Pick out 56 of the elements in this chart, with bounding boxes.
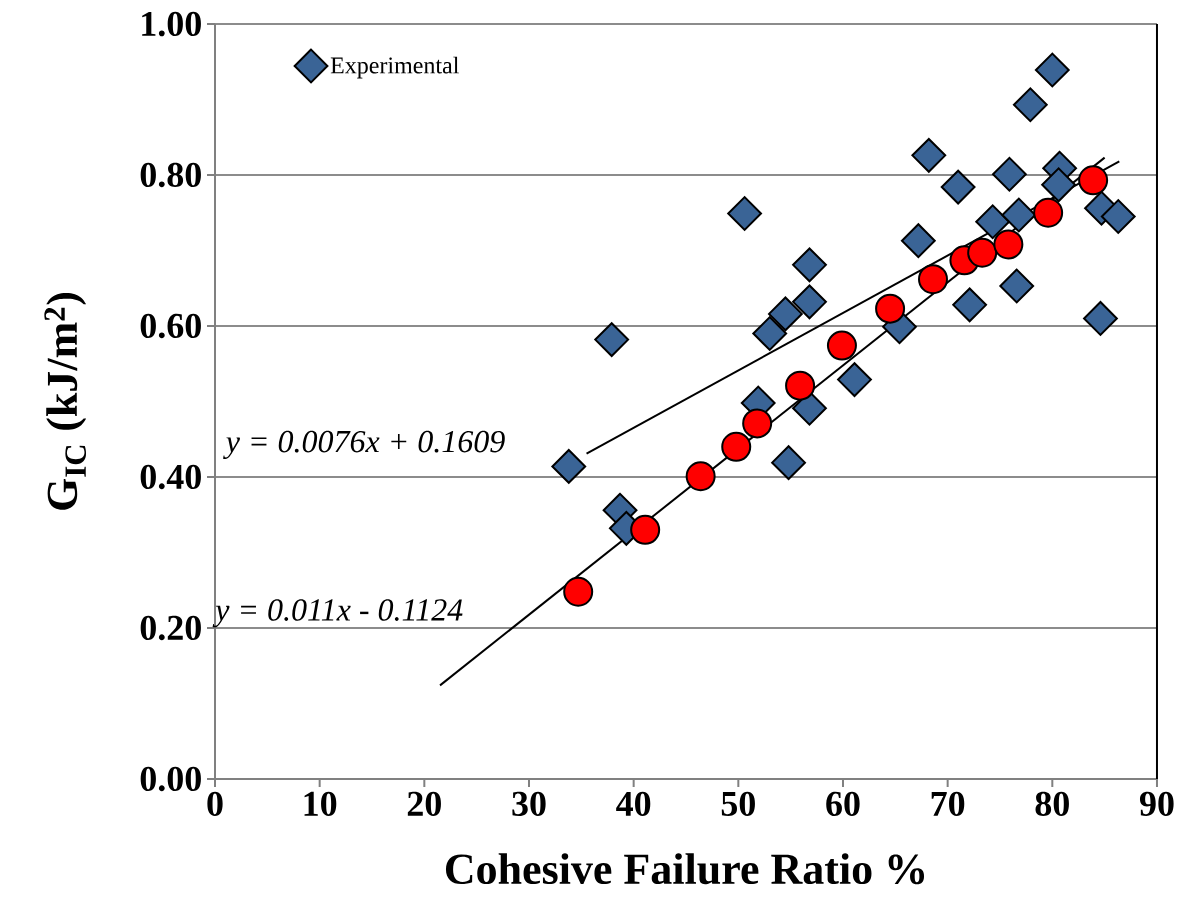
point [911, 137, 947, 173]
point [768, 296, 803, 332]
point [952, 287, 988, 323]
point [721, 431, 752, 462]
point [999, 268, 1035, 304]
point [551, 449, 587, 484]
point [1034, 52, 1070, 88]
point [771, 445, 806, 481]
x-tick-label: 20 [407, 791, 441, 816]
point [1041, 167, 1076, 203]
annotation: y = 0.011x - 0.1124 [212, 599, 463, 628]
point [1100, 199, 1136, 234]
annotation: y = 0.0076x + 0.1609 [223, 430, 505, 459]
x-tick-label: 90 [1139, 791, 1174, 816]
point [1083, 301, 1118, 336]
x-axis-title: Cohesive Failure Ratio % [445, 853, 925, 885]
point [918, 264, 948, 295]
point [752, 316, 788, 351]
point [975, 204, 1011, 240]
point [727, 196, 763, 231]
point [967, 237, 998, 268]
x-tick-label: 10 [304, 791, 337, 816]
point [742, 408, 773, 439]
point [1001, 197, 1037, 233]
point [1078, 165, 1109, 196]
point [1033, 197, 1064, 228]
y-tick-label: 1.00 [142, 11, 201, 37]
x-tick-label: 70 [931, 791, 965, 816]
point [900, 223, 936, 259]
y-tick-label: 0.40 [140, 464, 201, 490]
point [594, 322, 630, 357]
x-tick-label: 60 [826, 791, 860, 816]
x-tick-label: 80 [1035, 791, 1069, 816]
point [685, 461, 716, 492]
y-tick-label: 0.60 [140, 313, 201, 339]
y-tick-label: 0.20 [140, 615, 201, 641]
point [826, 330, 857, 361]
x-tick-label: 40 [616, 791, 651, 816]
point [630, 514, 661, 545]
point [1012, 87, 1048, 123]
point [563, 576, 594, 607]
point [792, 247, 827, 283]
point [837, 362, 872, 397]
point [785, 370, 816, 401]
x-tick-label: 30 [512, 791, 546, 816]
point [992, 156, 1027, 192]
x-tick-label: 0 [207, 791, 223, 816]
y-tick-label: 0.80 [140, 162, 201, 188]
y-axis-title: G$_{IC}$ (kJ/m$^{2}$) [44, 293, 87, 510]
y-tick-label: 0.00 [140, 766, 201, 792]
point [993, 229, 1024, 260]
point [875, 293, 906, 324]
x-tick-label: 50 [721, 791, 755, 816]
point [792, 284, 827, 320]
legend-label: Experimental [330, 56, 459, 79]
point [940, 169, 976, 205]
